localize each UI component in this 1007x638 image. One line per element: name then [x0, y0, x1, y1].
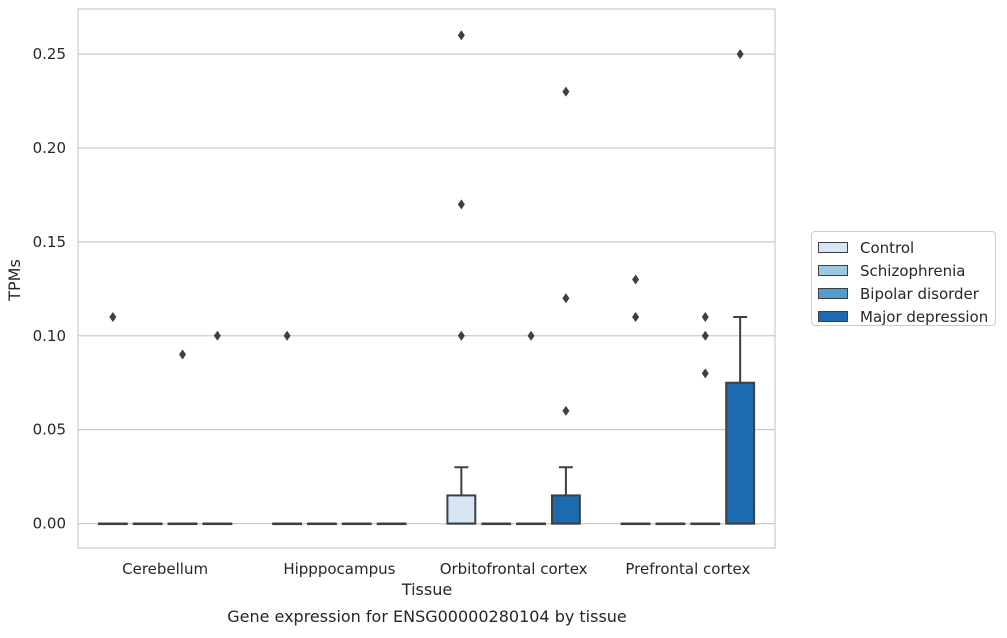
box-group	[341, 522, 372, 526]
box-body	[446, 494, 477, 525]
box-group	[690, 312, 721, 526]
x-axis-ticks: Cerebellum Hipppocampus Orbitofrontal cort…	[122, 560, 750, 578]
outlier-point	[527, 330, 535, 341]
box-group	[725, 49, 756, 525]
outlier-point	[701, 312, 709, 322]
legend-swatch-bipolar-disorder	[818, 288, 848, 299]
y-tick-label: 0.15	[33, 233, 66, 251]
legend-item-major-depression: Major depression	[818, 305, 995, 328]
box-group	[481, 522, 512, 526]
outlier-point	[562, 405, 570, 416]
outlier-point	[736, 49, 744, 60]
box-group	[376, 522, 407, 526]
box-group	[272, 330, 303, 526]
legend-item-schizophrenia: Schizophrenia	[818, 259, 995, 282]
x-tick-label: Orbitofrontal cortex	[440, 560, 588, 578]
legend-swatch-control	[818, 242, 848, 253]
y-tick-label: 0.00	[33, 515, 66, 533]
box-group	[446, 30, 477, 525]
outlier-point	[179, 349, 187, 360]
outlier-point	[283, 330, 291, 341]
outlier-point	[457, 330, 465, 341]
grid-lines	[78, 53, 775, 525]
y-tick-label: 0.25	[33, 45, 66, 63]
outlier-point	[701, 368, 709, 379]
y-axis-ticks: 0.00 0.05 0.10 0.15 0.20 0.25	[33, 45, 66, 533]
legend-swatch-major-depression	[818, 311, 848, 322]
legend-label-schizophrenia: Schizophrenia	[860, 261, 966, 280]
y-tick-label: 0.10	[33, 327, 66, 345]
legend-item-bipolar-disorder: Bipolar disorder	[818, 282, 995, 305]
outlier-point	[632, 274, 640, 285]
box-group	[132, 522, 163, 526]
legend: Control Schizophrenia Bipolar disorder M…	[811, 231, 996, 326]
box-group	[516, 330, 546, 526]
legend-item-control: Control	[818, 236, 995, 259]
box-group	[202, 330, 233, 526]
chart-caption: Gene expression for ENSG00000280104 by t…	[227, 607, 627, 626]
x-tick-label: Cerebellum	[122, 560, 208, 578]
outlier-point	[213, 330, 221, 341]
box-group	[307, 522, 337, 526]
y-tick-label: 0.20	[33, 139, 66, 157]
box-group	[655, 522, 686, 526]
box-body	[550, 494, 581, 525]
box-body	[725, 381, 756, 525]
box-group	[167, 349, 198, 526]
legend-label-major-depression: Major depression	[860, 307, 989, 326]
outlier-point	[632, 312, 640, 322]
x-axis-label: Tissue	[401, 580, 452, 599]
legend-swatch-schizophrenia	[818, 265, 848, 276]
box-group	[620, 274, 651, 526]
x-tick-label: Prefrontal cortex	[625, 560, 750, 578]
outlier-point	[457, 30, 465, 41]
box-group	[97, 312, 128, 526]
outlier-point	[109, 312, 117, 322]
outlier-point	[562, 86, 570, 97]
boxes	[97, 30, 756, 526]
x-tick-label: Hipppocampus	[283, 560, 395, 578]
legend-label-bipolar-disorder: Bipolar disorder	[860, 284, 979, 303]
box-group	[550, 86, 581, 525]
outlier-point	[457, 199, 465, 210]
y-tick-label: 0.05	[33, 421, 66, 439]
outlier-point	[562, 293, 570, 304]
plot-frame	[77, 8, 776, 549]
y-axis-label: TPMs	[5, 259, 24, 302]
outlier-point	[701, 330, 709, 341]
legend-label-control: Control	[860, 238, 915, 257]
